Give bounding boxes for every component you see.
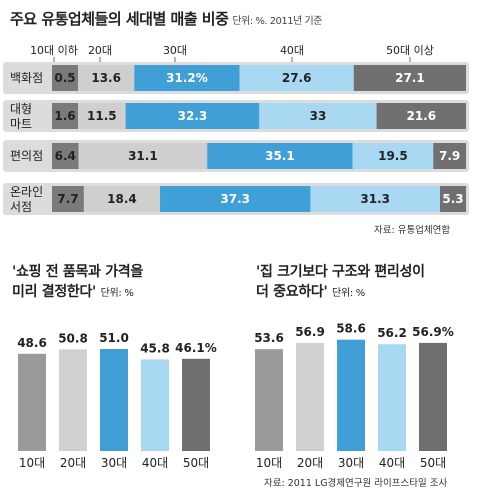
stacked-segment xyxy=(207,143,353,169)
stacked-segment xyxy=(433,143,466,169)
stacked-segment xyxy=(259,103,377,129)
left-chart-tick-label: 50대 xyxy=(183,456,209,470)
left-chart-tick-label: 20대 xyxy=(60,456,86,470)
left-chart-tick-label: 10대 xyxy=(19,456,45,470)
right-chart-value-label: 56.9% xyxy=(412,325,454,339)
stacked-segment xyxy=(352,143,434,169)
segment-value-label: 33 xyxy=(310,109,327,123)
left-chart-tick-label: 30대 xyxy=(101,456,127,470)
right-chart-bar xyxy=(255,349,283,451)
left-chart-bar xyxy=(100,349,128,451)
chart-title: 주요 유통업체들의 세대별 매출 비중 단위: %. 2011년 기준 xyxy=(10,10,322,28)
right-chart-bar xyxy=(378,344,406,451)
left-chart-bar xyxy=(141,359,169,451)
left-chart-value-label: 46.1% xyxy=(175,341,217,355)
left-chart-value-label: 48.6 xyxy=(17,336,47,350)
right-chart-bar xyxy=(337,339,365,451)
category-label: 편의점 xyxy=(10,149,43,163)
right-chart-value-label: 56.2 xyxy=(377,326,407,340)
segment-value-label: 0.5 xyxy=(54,71,75,85)
right-chart-bar xyxy=(419,342,447,451)
left-chart-bar xyxy=(18,353,46,451)
stacked-segment xyxy=(52,143,79,169)
right-chart-tick-label: 10대 xyxy=(256,456,282,470)
unit-note: 단위: %. 2011년 기준 xyxy=(232,16,322,27)
left-chart-value-label: 50.8 xyxy=(58,331,88,345)
stacked-segment xyxy=(83,186,161,212)
stacked-segment xyxy=(134,65,240,91)
stacked-segment xyxy=(353,65,466,91)
stacked-segment xyxy=(78,103,126,129)
category-label: 백화점 xyxy=(10,71,43,85)
segment-value-label: 21.6 xyxy=(406,109,436,123)
right-chart-tick-label: 20대 xyxy=(297,456,323,470)
segment-value-label: 31.3 xyxy=(360,192,390,206)
segment-value-label: 31.2% xyxy=(166,71,208,85)
segment-value-label: 27.6 xyxy=(282,71,312,85)
right-chart-tick-label: 40대 xyxy=(379,456,405,470)
right-chart-value-label: 53.6 xyxy=(254,331,284,345)
category-label: 온라인 xyxy=(10,185,43,199)
segment-value-label: 6.4 xyxy=(55,149,76,163)
right-chart-value-label: 56.9 xyxy=(295,325,325,339)
segment-value-label: 31.1 xyxy=(128,149,158,163)
segment-value-label: 37.3 xyxy=(220,192,250,206)
right-chart-value-label: 58.6 xyxy=(336,322,366,336)
segment-value-label: 32.3 xyxy=(178,109,208,123)
left-chart-value-label: 45.8 xyxy=(140,341,170,355)
stacked-segment xyxy=(310,186,440,212)
left-chart-bar xyxy=(59,349,87,451)
stacked-segment xyxy=(52,103,78,129)
category-label: 서점 xyxy=(10,200,32,214)
left-chart-tick-label: 40대 xyxy=(142,456,168,470)
legend-label: 20대 xyxy=(88,44,112,57)
category-label: 대형 xyxy=(10,102,32,116)
stacked-segment xyxy=(52,186,84,212)
segment-value-label: 18.4 xyxy=(107,192,137,206)
stacked-segment xyxy=(78,65,135,91)
stacked-segment xyxy=(78,143,208,169)
segment-value-label: 35.1 xyxy=(265,149,295,163)
right-chart-title: '집 크기보다 구조와 편리성이 더 중요하다' 단위: % xyxy=(256,264,425,300)
bottom-source: 자료: 2011 LG경제연구원 라이프스타일 조사 xyxy=(264,478,448,489)
segment-value-label: 5.3 xyxy=(442,192,463,206)
legend-label: 40대 xyxy=(280,44,304,57)
segment-value-label: 11.5 xyxy=(87,109,117,123)
top-source: 자료: 유통업체연합 xyxy=(374,225,451,236)
right-chart-tick-label: 30대 xyxy=(338,456,364,470)
left-chart-title: '쇼핑 전 품목과 가격을 미리 결정한다' 단위: % xyxy=(12,264,143,300)
stacked-segment xyxy=(440,186,466,212)
segment-value-label: 13.6 xyxy=(91,71,121,85)
legend-label: 10대 이하 xyxy=(30,43,78,57)
stacked-segment xyxy=(239,65,354,91)
right-chart-tick-label: 50대 xyxy=(420,456,446,470)
legend-label: 30대 xyxy=(163,44,187,57)
stacked-segment xyxy=(52,65,78,91)
segment-value-label: 7.9 xyxy=(439,149,460,163)
stacked-segment xyxy=(125,103,260,129)
category-label: 마트 xyxy=(10,117,32,131)
segment-value-label: 1.6 xyxy=(54,109,75,123)
stacked-segment xyxy=(160,186,311,212)
stacked-segment xyxy=(376,103,466,129)
segment-value-label: 19.5 xyxy=(378,149,408,163)
legend-label: 50대 이상 xyxy=(386,44,434,57)
left-chart-bar xyxy=(182,358,210,451)
segment-value-label: 7.7 xyxy=(57,192,78,206)
segment-value-label: 27.1 xyxy=(395,71,425,85)
left-chart-value-label: 51.0 xyxy=(99,331,129,345)
right-chart-bar xyxy=(296,342,324,451)
